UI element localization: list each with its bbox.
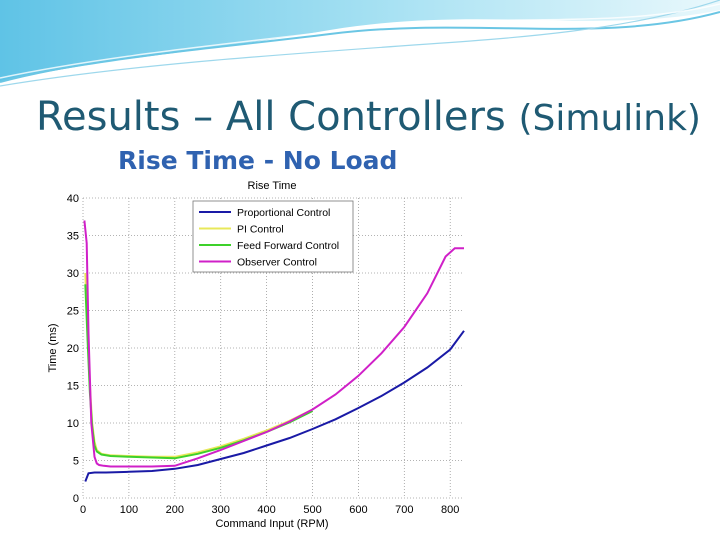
y-tick-label: 0 bbox=[73, 493, 79, 505]
legend: Proportional Control PI Control Feed Forwa… bbox=[192, 200, 354, 273]
y-axis-label: Time (ms) bbox=[47, 323, 59, 372]
x-tick-label: 300 bbox=[212, 504, 230, 516]
legend-entry-label: PI Control bbox=[237, 224, 284, 236]
header-wave-banner bbox=[0, 0, 720, 87]
x-tick-label: 200 bbox=[166, 504, 184, 516]
legend-entry-label: Feed Forward Control bbox=[237, 240, 339, 252]
x-tick-labels: 0 100 200 300 400 500 600 700 800 bbox=[80, 504, 459, 516]
x-tick-label: 500 bbox=[303, 504, 321, 516]
x-tick-label: 800 bbox=[441, 504, 459, 516]
x-tick-label: 100 bbox=[120, 504, 138, 516]
slide-subtitle: Rise Time - No Load bbox=[118, 146, 398, 175]
x-axis-label: Command Input (RPM) bbox=[215, 518, 328, 530]
y-tick-labels: 0 5 10 15 20 25 30 35 40 bbox=[67, 193, 79, 505]
rise-time-chart: 0 100 200 300 400 500 600 700 800 0 5 10 15 20 25 30 35… bbox=[47, 180, 465, 530]
chart-title: Rise Time bbox=[248, 180, 297, 192]
slide-title-paren: (Simulink) bbox=[518, 98, 701, 139]
y-tick-label: 25 bbox=[67, 306, 79, 318]
series-line-observer-control bbox=[83, 220, 464, 468]
x-tick-label: 400 bbox=[257, 504, 275, 516]
x-tick-label: 700 bbox=[395, 504, 413, 516]
y-tick-label: 15 bbox=[67, 381, 79, 393]
y-tick-label: 10 bbox=[67, 418, 79, 430]
y-tick-label: 20 bbox=[67, 343, 79, 355]
y-tick-label: 40 bbox=[67, 193, 79, 205]
y-tick-label: 30 bbox=[67, 268, 79, 280]
x-tick-label: 0 bbox=[80, 504, 86, 516]
series-line-proportional-control bbox=[84, 330, 465, 482]
legend-entry-label: Observer Control bbox=[237, 257, 317, 269]
series-lines bbox=[83, 220, 465, 482]
y-tick-label: 5 bbox=[73, 456, 79, 468]
slide-title: Results – All Controllers (Simulink) bbox=[36, 94, 701, 140]
x-tick-label: 600 bbox=[349, 504, 367, 516]
slide-title-main: Results – All Controllers bbox=[36, 94, 506, 140]
legend-entry-label: Proportional Control bbox=[237, 207, 330, 219]
y-tick-label: 35 bbox=[67, 231, 79, 243]
